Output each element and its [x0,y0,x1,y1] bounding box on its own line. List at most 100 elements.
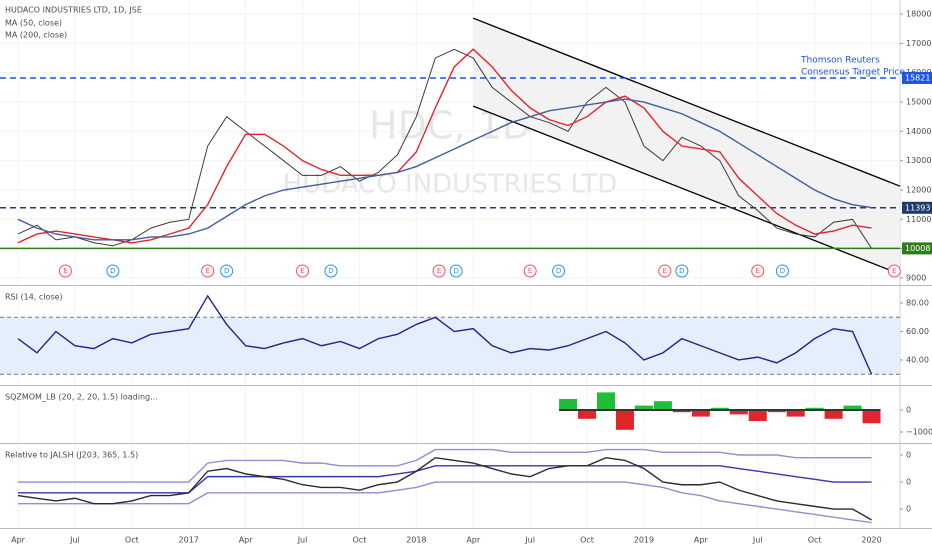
event-label: D [679,267,684,275]
channel-line [472,105,901,275]
histogram-bar [843,405,862,410]
pane-title: SQZMOM_LB (20, 2, 20, 1.5) loading... [5,393,158,402]
x-tick-label: Apr [11,536,26,545]
histogram-bar [805,407,824,410]
x-tick-label: Apr [466,536,481,545]
histogram-bar [862,409,881,424]
price-label-box [902,201,932,214]
event-label: E [892,267,896,275]
rsi-band [0,317,900,375]
x-tick-label: Apr [239,536,254,545]
y-tick-label: 80.00 [906,299,929,308]
y-tick-label: 17000 [906,39,931,48]
event-label: E [756,267,760,275]
x-tick-label: Jul [752,536,763,545]
histogram-bar [748,409,767,421]
legend-entry: MA (50, close) [5,19,62,28]
x-tick-label: Apr [694,536,709,545]
histogram-bar [578,409,597,419]
histogram-bar [615,409,634,430]
x-tick-label: Oct [125,536,139,545]
event-label: D [453,267,458,275]
histogram-bar [672,409,691,413]
x-tick-label: Jul [69,536,80,545]
x-tick-label: Oct [580,536,594,545]
event-marker [523,264,537,278]
pane-title: HUDACO INDUSTRIES LTD, 1D, JSE [5,6,142,15]
histogram-bar [786,409,805,417]
event-label: D [780,267,785,275]
histogram-bar [824,409,843,419]
event-marker [432,264,446,278]
y-tick-label: 0 [906,451,911,460]
price-label-box [902,242,932,255]
event-marker [220,264,234,278]
y-tick-label: 0 [906,505,911,514]
event-label: D [328,267,333,275]
series-line [18,448,872,483]
x-tick-label: 2018 [406,536,426,545]
legend-entry: MA (200, close) [5,31,67,40]
event-label: E [205,267,209,275]
price-label: 10008 [905,244,930,253]
x-tick-label: 2019 [634,536,654,545]
channel-line [472,17,901,187]
price-label-box [902,71,932,84]
series-line [17,294,873,375]
histogram-bar [729,409,748,415]
event-marker [106,264,120,278]
event-label: D [110,267,115,275]
histogram-bar [691,409,710,417]
annotation: Consensus Target Price [801,68,905,78]
y-tick-label: 11000 [906,215,931,224]
histogram-bar [634,405,653,410]
event-marker [751,264,765,278]
series-line [17,456,872,521]
y-tick-label: 0 [906,478,911,487]
y-tick-label: 60.00 [906,327,929,336]
y-tick-label: 14000 [906,127,931,136]
event-marker [887,264,901,278]
y-tick-label: 18000 [906,10,931,19]
event-label: D [556,267,561,275]
series-line [17,98,872,241]
price-label: 11393 [905,203,930,212]
event-marker [58,264,72,278]
series-line [18,481,872,524]
annotation: Thomson Reuters [800,56,880,66]
event-marker [552,264,566,278]
pane-title: RSI (14, close) [5,293,63,302]
x-tick-label: Jul [297,536,308,545]
event-label: E [437,267,441,275]
histogram-bar [767,409,786,413]
y-tick-label: 0 [906,405,911,414]
event-marker [449,264,463,278]
event-label: D [224,267,229,275]
event-label: E [528,267,532,275]
series-line [18,465,872,494]
histogram-bar [597,392,616,410]
event-marker [775,264,789,278]
event-marker [296,264,310,278]
watermark: HUDACO INDUSTRIES LTD [283,170,618,200]
event-marker [324,264,338,278]
event-label: E [63,267,67,275]
y-tick-label: 12000 [906,186,931,195]
event-label: E [663,267,667,275]
x-tick-label: Oct [808,536,822,545]
series-line [17,48,872,249]
histogram-bar [559,398,578,410]
event-marker [658,264,672,278]
y-tick-label: −1000 [906,427,932,436]
histogram-bar [710,407,729,410]
event-marker [201,264,215,278]
event-label: E [300,267,304,275]
x-tick-label: 2020 [861,536,881,545]
x-tick-label: Oct [353,536,367,545]
y-tick-label: 13000 [906,156,931,165]
pane-title: Relative to JALSH (J203, 365, 1.5) [5,451,138,460]
y-tick-label: 15000 [906,98,931,107]
event-marker [675,264,689,278]
y-tick-label: 40.00 [906,355,929,364]
